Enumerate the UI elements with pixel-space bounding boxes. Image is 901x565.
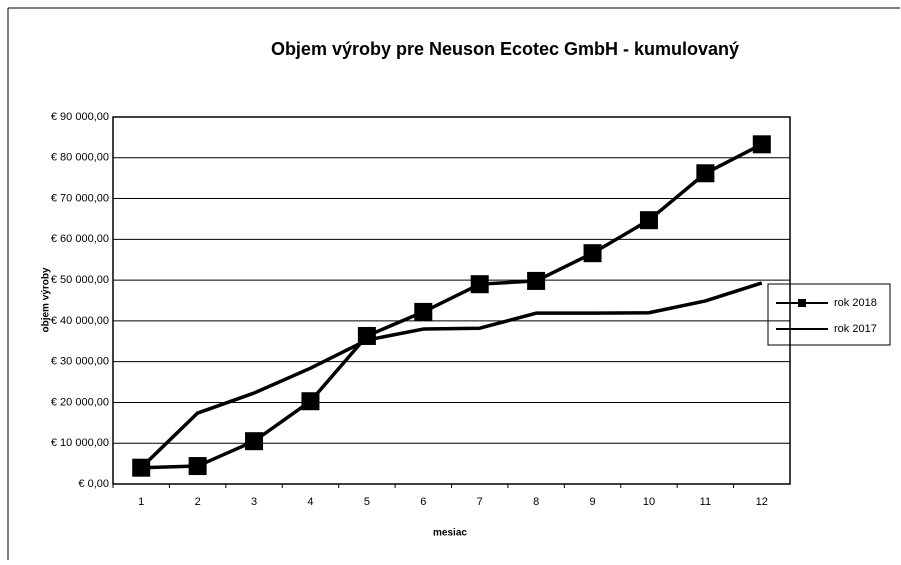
x-tick-label: 6 — [420, 496, 426, 508]
x-tick-label: 5 — [364, 496, 370, 508]
x-tick-label: 2 — [195, 496, 201, 508]
y-tick-label: € 20 000,00 — [51, 396, 109, 408]
x-tick-label: 1 — [138, 496, 144, 508]
marker — [245, 432, 264, 451]
y-tick-label: € 30 000,00 — [51, 356, 109, 368]
x-tick-label: 9 — [589, 496, 595, 508]
legend-label: rok 2017 — [834, 323, 877, 335]
y-tick-label: € 10 000,00 — [51, 437, 109, 449]
x-tick-label: 7 — [477, 496, 483, 508]
x-tick-label: 4 — [307, 496, 313, 508]
marker — [639, 211, 658, 230]
y-tick-label: € 40 000,00 — [51, 315, 109, 327]
marker — [583, 244, 602, 263]
marker — [414, 302, 433, 321]
x-tick-label: 11 — [700, 496, 711, 508]
chart-title: Objem výroby pre Neuson Ecotec GmbH - ku… — [271, 39, 739, 59]
y-tick-label: € 70 000,00 — [51, 192, 109, 204]
x-tick-label: 3 — [251, 496, 257, 508]
y-tick-label: € 50 000,00 — [51, 274, 109, 286]
legend-marker — [798, 299, 806, 307]
y-axis-title: objem výroby — [41, 267, 52, 332]
series-line — [141, 142, 763, 470]
marker — [752, 135, 771, 154]
y-tick-label: € 60 000,00 — [51, 233, 109, 245]
marker — [188, 457, 207, 476]
x-tick-label: 8 — [533, 496, 539, 508]
marker — [696, 164, 715, 183]
marker — [470, 275, 489, 294]
y-tick-label: € 90 000,00 — [51, 111, 109, 123]
x-tick-label: 10 — [643, 496, 655, 508]
y-tick-label: € 0,00 — [78, 478, 109, 490]
x-tick-label: 12 — [756, 496, 768, 508]
marker — [527, 271, 546, 290]
marker — [301, 392, 320, 411]
series-line — [139, 281, 763, 469]
y-tick-label: € 80 000,00 — [51, 152, 109, 164]
legend-label: rok 2018 — [834, 297, 877, 309]
x-axis-title: mesiac — [433, 528, 467, 539]
legend — [767, 283, 891, 346]
plot-area — [112, 116, 791, 485]
